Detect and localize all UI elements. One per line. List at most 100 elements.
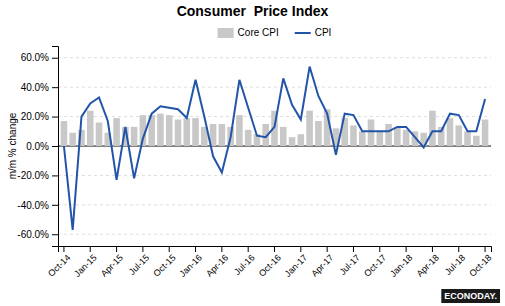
x-tick: Oct-17	[362, 246, 388, 279]
x-tick-mark	[353, 246, 354, 252]
grid-line	[58, 175, 491, 176]
legend-label: CPI	[315, 27, 332, 38]
x-tick: Oct-18	[467, 246, 493, 279]
legend-item: CPI	[295, 27, 332, 38]
bar	[280, 127, 287, 146]
y-tick: -40.0%	[17, 200, 58, 211]
bar	[236, 115, 243, 146]
grid-line	[58, 204, 491, 205]
bar	[175, 120, 182, 146]
bar	[464, 131, 471, 146]
x-tick: Jan-18	[388, 246, 415, 279]
x-tick-mark	[195, 246, 196, 252]
bar	[113, 118, 120, 146]
y-tick-label: -40.0%	[17, 200, 49, 211]
x-tick-mark	[142, 246, 143, 252]
bar	[315, 121, 322, 146]
x-tick-label: Oct-14	[46, 252, 72, 278]
bar	[455, 125, 462, 146]
x-tick: Jul-17	[337, 246, 361, 277]
y-tick: -60.0%	[17, 229, 58, 240]
x-tick-mark	[406, 246, 407, 252]
x-tick-mark	[221, 246, 222, 252]
y-tick-label: -60.0%	[17, 229, 49, 240]
y-tick: 60.0%	[21, 52, 58, 63]
bar	[429, 111, 436, 146]
x-tick: Apr-15	[99, 246, 125, 279]
y-tick-label: 20.0%	[21, 111, 49, 122]
bar	[183, 118, 190, 146]
y-tick-mark	[52, 234, 58, 235]
bar	[385, 124, 392, 146]
x-tick-label: Jul-16	[232, 252, 256, 276]
bar	[96, 122, 103, 146]
legend-swatch	[295, 32, 311, 34]
y-tick: 20.0%	[21, 111, 58, 122]
x-tick-label: Jul-17	[337, 252, 361, 276]
bar	[157, 114, 164, 146]
x-tick: Jan-15	[72, 246, 99, 279]
legend-swatch	[218, 28, 234, 38]
x-axis-line	[59, 247, 492, 253]
x-tick-mark	[116, 246, 117, 252]
x-tick-label: Jan-15	[72, 252, 99, 279]
y-tick: 0.0%	[26, 141, 58, 152]
annotation-box	[441, 289, 500, 303]
y-tick-mark	[52, 87, 58, 88]
annotation: ECONODAY.	[441, 289, 500, 303]
x-tick-label: Oct-16	[257, 252, 283, 278]
y-tick: -20.0%	[17, 170, 58, 181]
y-tick-mark	[52, 58, 58, 59]
x-tick: Oct-15	[151, 246, 177, 279]
y-tick-label: 0.0%	[26, 141, 49, 152]
x-tick-label: Apr-17	[309, 252, 335, 278]
x-tick-label: Jul-18	[443, 252, 467, 276]
y-axis: -60.0% -40.0% -20.0% 0.0% 20.0% 40.0% 60.0%	[17, 47, 58, 247]
y-tick-mark	[52, 205, 58, 206]
y-tick-label: 60.0%	[21, 52, 49, 63]
bar	[376, 131, 383, 146]
x-tick-mark	[169, 246, 170, 252]
x-axis: Oct-14Jan-15Apr-15Jul-15Oct-15Jan-16Apr-…	[46, 246, 493, 279]
bar	[350, 125, 357, 146]
x-tick-label: Oct-18	[467, 252, 493, 278]
grid	[58, 58, 491, 234]
x-tick: Apr-16	[204, 246, 230, 279]
bar	[61, 121, 68, 146]
x-tick-label: Oct-17	[362, 252, 388, 278]
y-axis-title: m/m % change	[7, 112, 18, 179]
title: Consumer Price Index	[177, 3, 329, 19]
x-tick-label: Apr-16	[204, 252, 230, 278]
x-tick-label: Jan-16	[177, 252, 204, 279]
bar	[298, 134, 305, 146]
bar	[394, 127, 401, 146]
bar	[289, 137, 296, 146]
x-tick: Jul-16	[232, 246, 256, 277]
y-tick-label: -20.0%	[17, 170, 49, 181]
x-tick-mark	[274, 246, 275, 252]
bar	[219, 124, 226, 146]
legend: Core CPI CPI	[218, 27, 332, 38]
bar	[368, 120, 375, 146]
y-tick-label: 40.0%	[21, 82, 49, 93]
bar	[87, 111, 94, 146]
legend-label: Core CPI	[238, 27, 279, 38]
plot: -60.0% -40.0% -20.0% 0.0% 20.0% 40.0% 60.0% Oct…	[17, 47, 493, 279]
grid-line	[58, 87, 491, 88]
x-tick-label: Oct-15	[151, 252, 177, 278]
x-tick: Jul-15	[127, 246, 151, 277]
x-tick-mark	[327, 246, 328, 252]
bar	[482, 120, 489, 146]
x-tick-label: Jan-18	[388, 252, 415, 279]
grid-line	[58, 57, 491, 58]
bar	[473, 136, 480, 146]
marks	[61, 67, 489, 230]
x-tick-mark	[432, 246, 433, 252]
bar	[447, 118, 454, 146]
chart: -60.0% -40.0% -20.0% 0.0% 20.0% 40.0% 60.0% Oct…	[0, 0, 505, 306]
bar	[192, 118, 199, 146]
y-tick-mark	[52, 175, 58, 176]
x-tick-mark	[458, 246, 459, 252]
x-tick: Jan-16	[177, 246, 204, 279]
bar	[403, 130, 410, 146]
